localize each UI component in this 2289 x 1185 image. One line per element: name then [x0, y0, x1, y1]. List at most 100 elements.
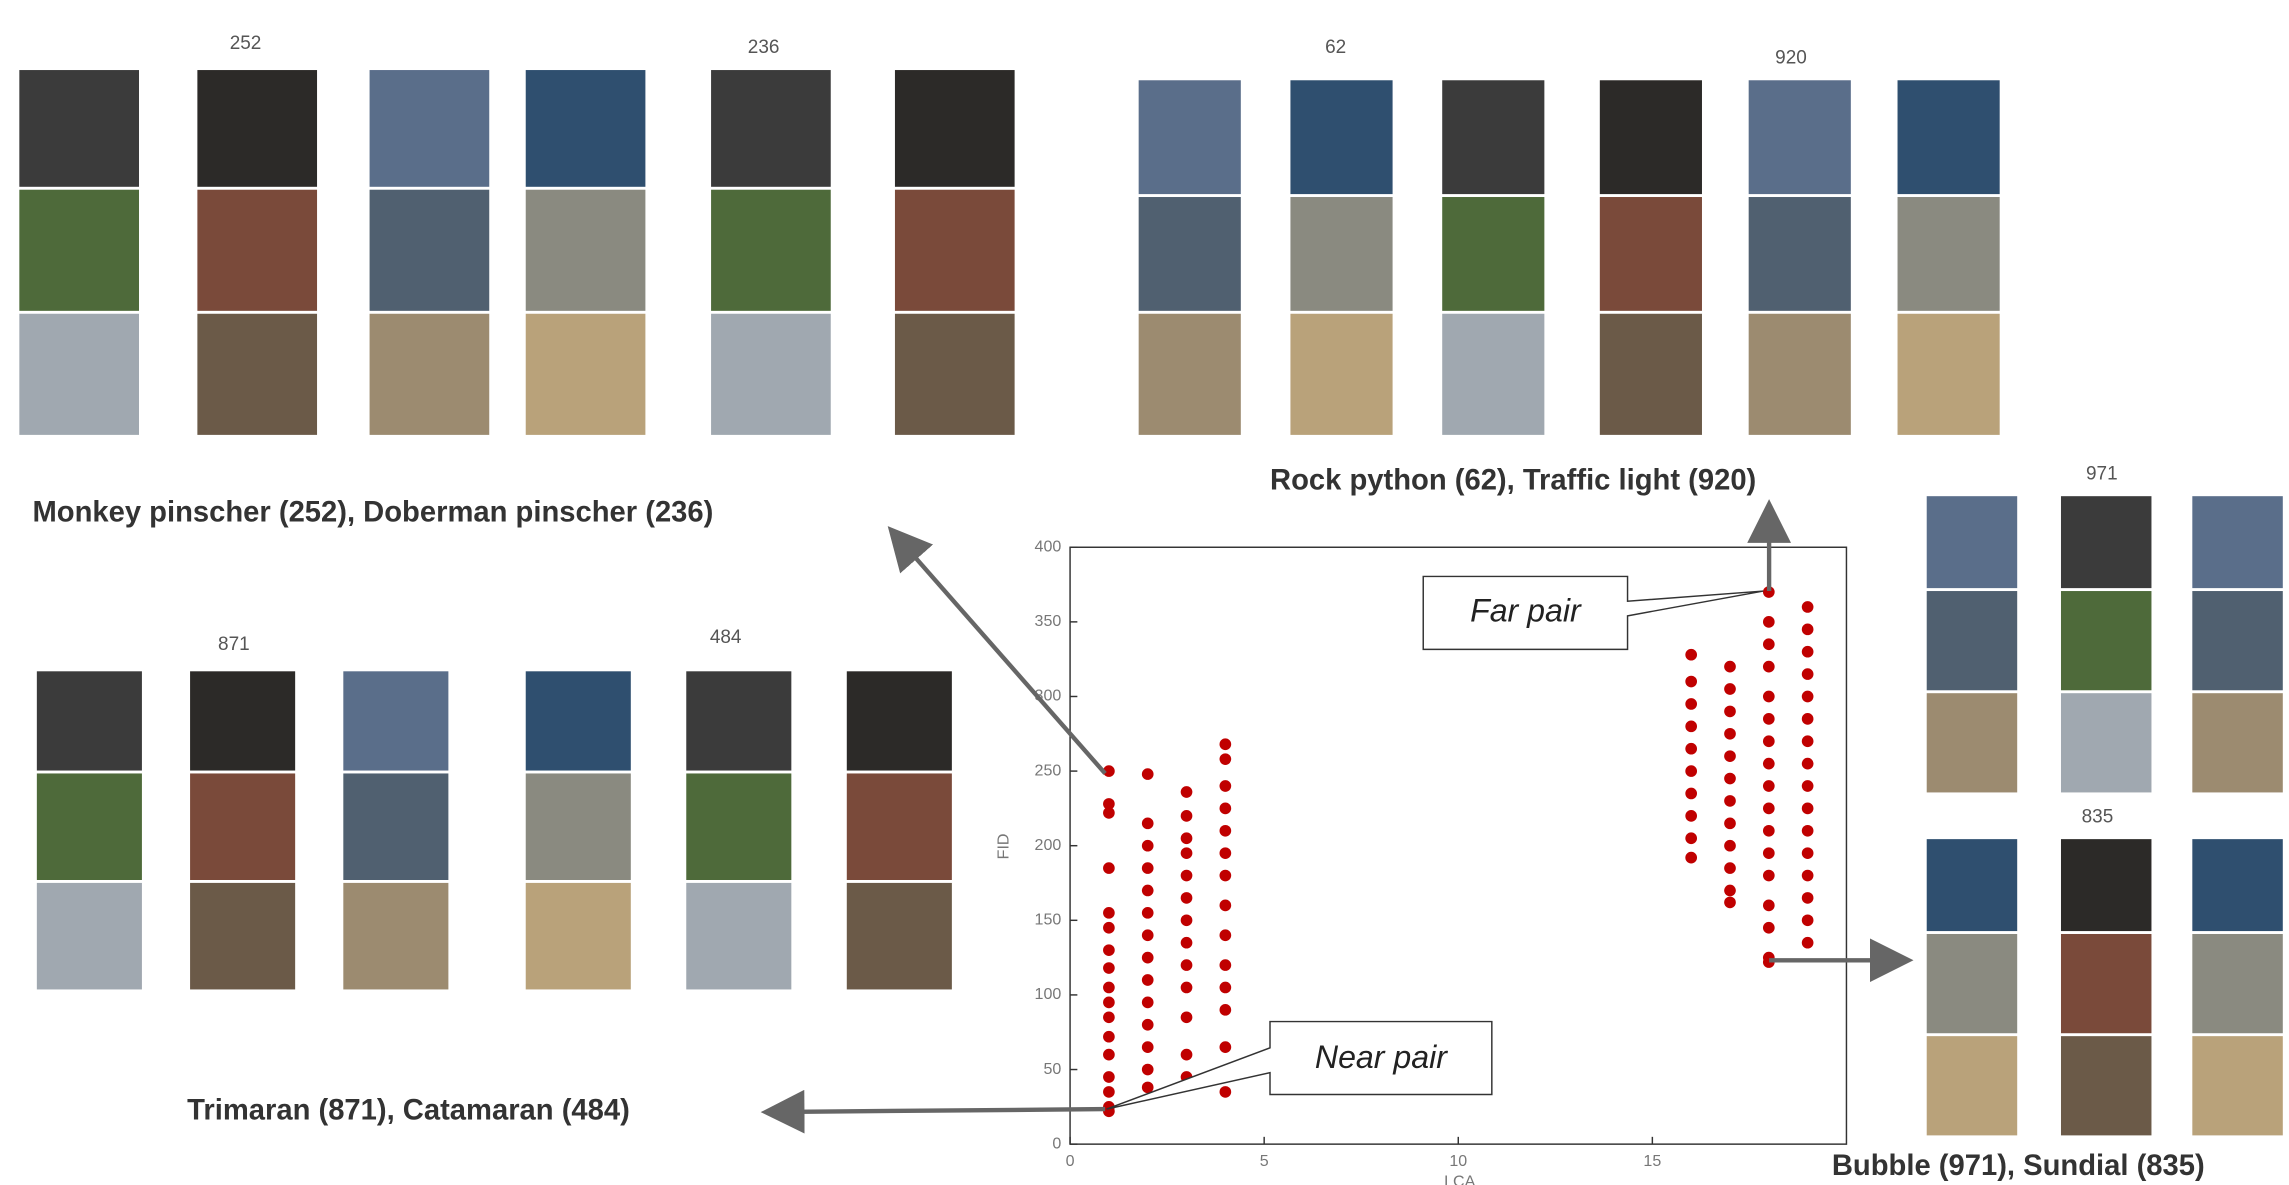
image-thumbnail [526, 70, 646, 187]
point [1142, 840, 1154, 852]
point [1220, 780, 1232, 792]
image-thumbnail [343, 671, 448, 770]
x-tick-label: 0 [1066, 1152, 1075, 1170]
point [1181, 847, 1193, 859]
point [1142, 1019, 1154, 1031]
point [1181, 786, 1193, 798]
point [1181, 810, 1193, 822]
image-thumbnail [2192, 1036, 2282, 1135]
point [1763, 713, 1775, 725]
point [1802, 758, 1814, 770]
point [1763, 780, 1775, 792]
point [1802, 646, 1814, 658]
point [1181, 914, 1193, 926]
point [1685, 720, 1697, 732]
class-label: 484 [710, 627, 742, 648]
point [1724, 817, 1736, 829]
image-thumbnail [1927, 693, 2017, 792]
point [1685, 676, 1697, 688]
class-label: 871 [218, 634, 250, 655]
point [1724, 750, 1736, 762]
point [1142, 1041, 1154, 1053]
image-thumbnail [370, 314, 490, 435]
point [1685, 832, 1697, 844]
point [1103, 922, 1115, 934]
image-thumbnail [526, 883, 631, 990]
image-thumbnail [1442, 80, 1544, 194]
point [1802, 892, 1814, 904]
image-thumbnail [1927, 934, 2017, 1033]
image-thumbnail [526, 314, 646, 435]
point [1220, 825, 1232, 837]
point [1724, 795, 1736, 807]
point [1220, 959, 1232, 971]
point [1142, 974, 1154, 986]
point [1181, 832, 1193, 844]
panel-caption: Monkey pinscher (252), Doberman pinscher… [32, 496, 713, 528]
y-tick-label: 100 [1035, 985, 1062, 1003]
image-thumbnail [2192, 496, 2282, 588]
image-thumbnail [2061, 1036, 2151, 1135]
image-thumbnail [686, 671, 791, 770]
point [1763, 922, 1775, 934]
point [1802, 691, 1814, 703]
panel-caption: Trimaran (871), Catamaran (484) [187, 1095, 630, 1127]
point [1220, 738, 1232, 750]
image-thumbnail [895, 314, 1015, 435]
y-axis-label: FID [995, 833, 1013, 859]
image-thumbnail [37, 671, 142, 770]
image-thumbnail [2061, 496, 2151, 588]
y-tick-label: 350 [1035, 612, 1062, 630]
point [1685, 743, 1697, 755]
image-thumbnail [1749, 314, 1851, 435]
image-thumbnail [1927, 1036, 2017, 1135]
image-thumbnail [37, 883, 142, 990]
point [1802, 914, 1814, 926]
point [1103, 997, 1115, 1009]
image-thumbnail [370, 190, 490, 311]
image-thumbnail [197, 314, 317, 435]
y-tick-label: 50 [1043, 1060, 1061, 1078]
point [1181, 982, 1193, 994]
point [1724, 862, 1736, 874]
point [1802, 803, 1814, 815]
image-thumbnail [190, 773, 295, 880]
image-thumbnail [686, 773, 791, 880]
point [1220, 753, 1232, 765]
y-tick-label: 400 [1035, 537, 1062, 555]
image-thumbnail [847, 773, 952, 880]
image-thumbnail [1898, 314, 2000, 435]
point [1724, 773, 1736, 785]
image-thumbnail [1600, 80, 1702, 194]
annotation: Far pair [1470, 592, 1582, 628]
point [1220, 929, 1232, 941]
y-tick-label: 200 [1035, 836, 1062, 854]
point [1802, 713, 1814, 725]
point [1142, 907, 1154, 919]
point [1142, 817, 1154, 829]
point [1220, 1041, 1232, 1053]
class-label: 835 [2082, 806, 2114, 827]
point [1724, 706, 1736, 718]
point [1220, 1086, 1232, 1098]
x-tick-label: 10 [1449, 1152, 1467, 1170]
image-thumbnail [526, 773, 631, 880]
point [1220, 1004, 1232, 1016]
point [1142, 952, 1154, 964]
point [1763, 900, 1775, 912]
image-thumbnail [1898, 80, 2000, 194]
point [1142, 862, 1154, 874]
image-thumbnail [2192, 693, 2282, 792]
point [1142, 997, 1154, 1009]
class-label: 236 [748, 37, 780, 58]
point [1763, 803, 1775, 815]
image-thumbnail [2061, 591, 2151, 690]
point [1724, 661, 1736, 673]
point [1220, 803, 1232, 815]
point [1685, 788, 1697, 800]
panel-caption: Bubble (971), Sundial (835) [1832, 1150, 2205, 1182]
image-thumbnail [2061, 839, 2151, 931]
image-thumbnail [19, 314, 139, 435]
point [1220, 870, 1232, 882]
point [1802, 601, 1814, 613]
